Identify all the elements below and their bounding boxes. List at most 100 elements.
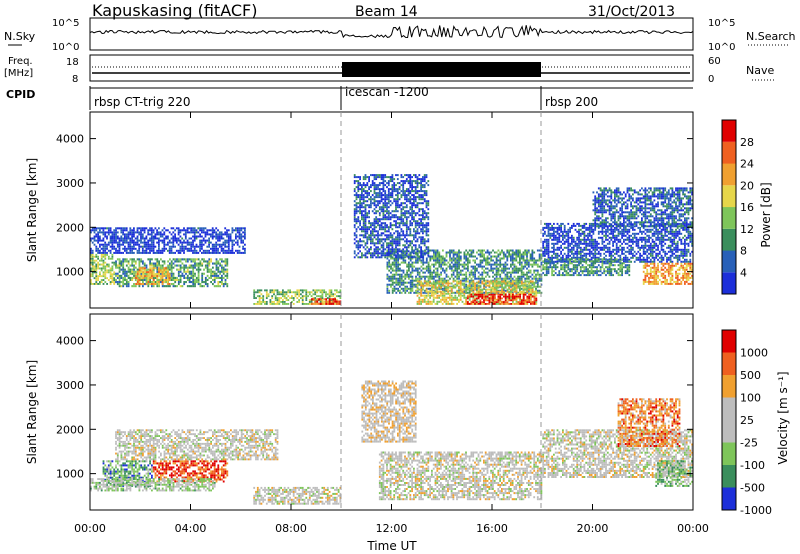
power-cell [590,252,593,255]
power-cell [115,272,117,275]
power-cell [560,264,562,267]
power-cell [141,247,144,250]
power-cell [120,231,123,234]
power-cell [472,255,475,258]
power-cell [632,228,634,231]
power-cell [545,264,548,267]
power-cell [684,228,686,231]
power-cell [675,250,677,253]
power-cell [556,246,559,249]
power-cell [199,229,201,232]
power-cell [583,222,586,225]
power-cell [140,239,142,242]
power-cell [120,235,123,238]
power-cell [579,254,582,257]
power-cell [197,264,200,267]
power-cell [572,240,575,243]
power-cell [124,258,126,261]
power-cell [468,296,471,299]
power-cell [526,295,529,298]
power-cell [485,261,487,264]
power-cell [474,301,476,303]
power-cell [450,257,453,260]
power-cell [536,277,539,280]
power-cell [485,292,487,295]
power-cell [312,302,315,305]
power-cell [588,258,591,261]
power-cell [226,260,229,263]
power-cell [585,228,588,231]
power-cell [450,294,453,297]
power-cell [612,250,614,253]
power-cell [531,290,534,293]
power-cell [285,291,288,294]
power-cell [474,286,476,289]
power-cell [549,262,552,265]
power-cell [391,273,394,276]
power-cell [91,237,94,240]
power-cell [524,299,527,302]
power-cell [222,247,225,250]
power-cell [653,232,656,235]
power-cell [608,260,611,263]
power-cell [524,292,527,295]
power-cell [186,268,189,271]
power-cell [158,231,160,234]
power-cell [450,267,453,270]
power-cell [282,299,284,301]
power-cell [314,299,317,301]
power-cell [685,226,688,229]
power-cell [116,241,119,244]
power-cell [301,291,304,294]
power-cell [533,275,536,278]
power-cell [642,248,645,251]
freq-unit: [MHz] [4,68,33,79]
power-cell [156,273,159,276]
power-cell [666,228,668,231]
power-cell [436,302,439,305]
power-cell [215,274,218,277]
power-cell [590,242,593,245]
power-cell [192,231,194,234]
power-cell [481,275,484,278]
power-cell [531,273,534,276]
power-cell [390,263,392,266]
power-cell [524,288,527,291]
power-cell [578,222,580,225]
power-cell [145,241,148,244]
power-cell [431,273,433,276]
freq-frame [89,54,694,82]
power-cell [124,276,126,279]
power-cell [222,243,225,246]
power-cell [163,267,166,270]
power-cell [175,241,178,244]
power-cell [571,274,573,277]
power-cell [565,246,568,249]
power-cell [158,279,160,281]
power-cell [495,277,498,280]
power-cell [390,283,392,286]
power-cell [501,281,503,284]
power-cell [639,248,641,251]
power-cell [450,296,453,299]
power-cell [651,232,654,235]
power-cell [408,281,410,284]
power-cell [415,261,417,264]
power-cell [418,259,421,262]
power-cell [106,271,108,274]
power-cell [416,259,419,262]
power-cell [530,284,532,287]
power-cell [400,273,403,276]
power-cell [614,256,616,259]
power-cell [127,245,130,248]
power-cell [192,243,194,246]
power-cell [100,231,103,234]
power-cell [240,229,243,232]
power-cell [499,300,502,303]
power-cell [472,259,475,262]
power-cell [151,269,153,272]
power-cell [303,303,306,305]
power-cell [477,303,480,305]
power-cell [406,269,408,272]
power-cell [93,235,96,238]
